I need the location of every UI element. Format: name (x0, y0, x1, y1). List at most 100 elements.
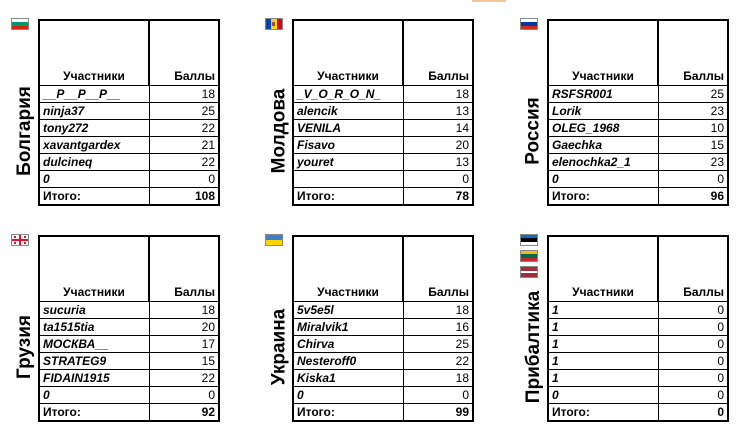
total-value[interactable]: 108 (148, 187, 220, 206)
points-cell[interactable]: 15 (657, 136, 729, 154)
points-cell[interactable]: 25 (148, 102, 220, 120)
participant-cell[interactable]: 1 (547, 335, 659, 353)
points-cell[interactable]: 0 (657, 170, 729, 188)
total-value[interactable]: 0 (657, 403, 729, 422)
total-label: Итого: (38, 403, 150, 422)
participant-cell[interactable]: alencik (292, 102, 404, 120)
participant-cell[interactable]: 5v5e5l (292, 301, 404, 319)
points-cell[interactable]: 0 (148, 386, 220, 404)
participant-cell[interactable]: МОСКВА__ (38, 335, 150, 353)
participants-header: Участники (38, 235, 150, 302)
points-cell[interactable]: 20 (148, 318, 220, 336)
points-cell[interactable]: 18 (148, 85, 220, 103)
participant-cell[interactable]: 0 (547, 170, 659, 188)
participant-cell[interactable]: ta1515tia (38, 318, 150, 336)
estonia-flag-icon (520, 234, 538, 246)
participant-cell[interactable]: RSFSR001 (547, 85, 659, 103)
table-row: ta1515tia 20 (38, 318, 220, 336)
total-value[interactable]: 78 (402, 187, 474, 206)
participant-cell[interactable]: Chirva (292, 335, 404, 353)
table-row: dulcineq 22 (38, 153, 220, 171)
total-value[interactable]: 96 (657, 187, 729, 206)
participant-cell[interactable]: OLEG_1968 (547, 119, 659, 137)
participant-cell[interactable]: tony272 (38, 119, 150, 137)
points-cell[interactable]: 18 (402, 85, 474, 103)
points-cell[interactable]: 10 (657, 119, 729, 137)
table-row: ninja37 25 (38, 102, 220, 120)
points-cell[interactable]: 22 (402, 352, 474, 370)
participant-cell[interactable]: xavantgardex (38, 136, 150, 154)
participant-cell[interactable]: dulcineq (38, 153, 150, 171)
country-label: Прибалтика (519, 274, 549, 419)
points-cell[interactable]: 25 (402, 335, 474, 353)
points-cell[interactable]: 0 (657, 352, 729, 370)
participant-cell[interactable]: Fisavo (292, 136, 404, 154)
score-table: Участники Баллы RSFSR001 25 Lorik 23 OLEG_1968… (547, 19, 729, 206)
participant-cell[interactable]: Nesteroff0 (292, 352, 404, 370)
total-label: Итого: (547, 403, 659, 422)
points-cell[interactable]: 16 (402, 318, 474, 336)
points-cell[interactable]: 0 (148, 170, 220, 188)
table-row: Fisavo 20 (292, 136, 474, 154)
points-cell[interactable]: 18 (402, 301, 474, 319)
participant-cell[interactable]: FIDAIN1915 (38, 369, 150, 387)
total-row: Итого: 96 (547, 187, 729, 206)
points-cell[interactable]: 22 (148, 369, 220, 387)
participant-cell[interactable]: STRATEG9 (38, 352, 150, 370)
participant-cell[interactable]: 0 (292, 386, 404, 404)
participant-cell[interactable] (292, 170, 404, 188)
points-cell[interactable]: 23 (657, 153, 729, 171)
total-value[interactable]: 92 (148, 403, 220, 422)
points-cell[interactable]: 14 (402, 119, 474, 137)
points-cell[interactable]: 13 (402, 153, 474, 171)
points-cell[interactable]: 18 (402, 369, 474, 387)
table-row: Chirva 25 (292, 335, 474, 353)
total-value[interactable]: 99 (402, 403, 474, 422)
team-block: Молдова Участники Баллы _V_O_R_O_N_ 18 alenci… (264, 18, 494, 206)
points-cell[interactable]: 21 (148, 136, 220, 154)
participant-cell[interactable]: sucuria (38, 301, 150, 319)
participant-cell[interactable]: 1 (547, 301, 659, 319)
table-header: Участники Баллы (38, 19, 220, 86)
points-cell[interactable]: 0 (657, 369, 729, 387)
participant-cell[interactable]: VENILA (292, 119, 404, 137)
points-cell[interactable]: 13 (402, 102, 474, 120)
participant-cell[interactable]: 0 (38, 170, 150, 188)
points-cell[interactable]: 22 (148, 153, 220, 171)
points-cell[interactable]: 23 (657, 102, 729, 120)
points-cell[interactable]: 0 (402, 170, 474, 188)
points-header: Баллы (657, 235, 729, 302)
points-cell[interactable]: 0 (657, 335, 729, 353)
country-label: Болгария (10, 58, 40, 203)
points-cell[interactable]: 0 (657, 301, 729, 319)
participant-cell[interactable]: 1 (547, 352, 659, 370)
points-cell[interactable]: 17 (148, 335, 220, 353)
participant-cell[interactable]: Kiska1 (292, 369, 404, 387)
selected-column-marker (472, 0, 506, 2)
participant-cell[interactable]: Gaechka (547, 136, 659, 154)
points-cell[interactable]: 0 (402, 386, 474, 404)
participant-cell[interactable]: youret (292, 153, 404, 171)
participant-cell[interactable]: 0 (38, 386, 150, 404)
points-cell[interactable]: 20 (402, 136, 474, 154)
participant-cell[interactable]: _V_O_R_O_N_ (292, 85, 404, 103)
points-cell[interactable]: 0 (657, 386, 729, 404)
participant-cell[interactable]: 1 (547, 369, 659, 387)
participant-cell[interactable]: __P__P__P__ (38, 85, 150, 103)
participant-cell[interactable]: 0 (547, 386, 659, 404)
participant-cell[interactable]: ninja37 (38, 102, 150, 120)
points-cell[interactable]: 25 (657, 85, 729, 103)
participant-cell[interactable]: Lorik (547, 102, 659, 120)
country-name: Украина (268, 308, 290, 385)
points-cell[interactable]: 15 (148, 352, 220, 370)
table-row: Lorik 23 (547, 102, 729, 120)
total-label: Итого: (292, 187, 404, 206)
participant-cell[interactable]: elenochka2_1 (547, 153, 659, 171)
points-cell[interactable]: 0 (657, 318, 729, 336)
points-cell[interactable]: 22 (148, 119, 220, 137)
participant-cell[interactable]: 1 (547, 318, 659, 336)
points-cell[interactable]: 18 (148, 301, 220, 319)
total-row: Итого: 0 (547, 403, 729, 422)
participant-cell[interactable]: Miralvik1 (292, 318, 404, 336)
